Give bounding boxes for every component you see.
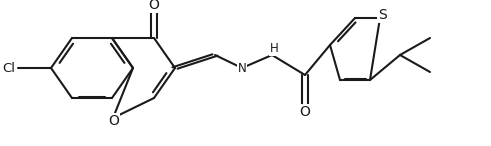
Text: O: O [109,114,119,128]
Text: H: H [270,42,279,55]
Text: O: O [300,105,310,119]
Text: O: O [149,0,160,12]
Text: N: N [238,62,246,75]
Text: S: S [378,8,387,22]
Text: Cl: Cl [2,61,16,74]
Text: H: H [270,43,279,56]
